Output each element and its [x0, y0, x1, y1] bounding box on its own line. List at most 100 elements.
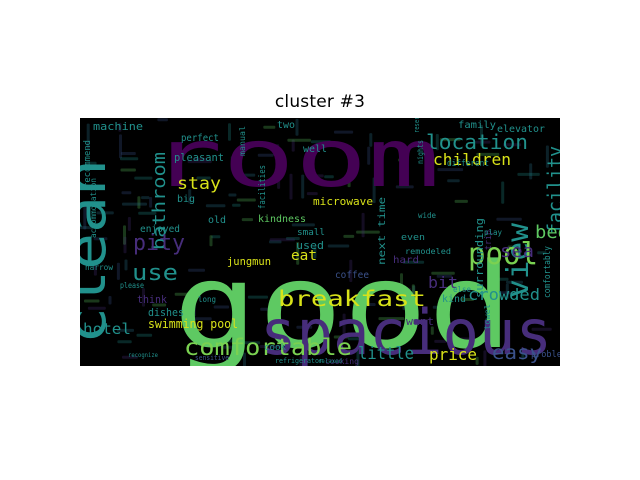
cloud-texture [269, 238, 295, 242]
word-comfortably: comfortably [543, 245, 553, 298]
word-even: even [401, 233, 425, 243]
cloud-texture [505, 283, 509, 299]
cloud-texture [141, 196, 150, 200]
cloud-texture [87, 306, 106, 310]
cloud-texture [122, 355, 138, 359]
cloud-texture [296, 325, 313, 329]
cloud-texture [230, 156, 234, 171]
cloud-texture [96, 211, 114, 215]
word-stay: stay [177, 174, 221, 194]
cloud-texture [506, 280, 523, 284]
word-wide: wide [418, 211, 436, 220]
cloud-texture [189, 295, 193, 316]
cloud-texture [211, 235, 221, 239]
word-recognize: recognize [128, 352, 158, 359]
cloud-texture [475, 356, 479, 365]
cloud-texture [483, 350, 487, 366]
cloud-texture [205, 204, 226, 208]
word-cooking: cooking [325, 357, 359, 366]
word-bathroom: bathroom [149, 152, 170, 250]
cloud-texture [291, 223, 315, 227]
cloud-texture [496, 217, 522, 221]
word-children: children [433, 150, 511, 169]
cloud-texture [209, 235, 213, 247]
cloud-texture [333, 335, 349, 339]
cloud-texture [119, 134, 122, 159]
word-price: price [429, 345, 477, 364]
cloud-texture [314, 174, 324, 178]
cloud-texture [157, 118, 168, 122]
word-want: want [406, 315, 434, 328]
word-facility: facility [543, 146, 560, 234]
cloud-texture [343, 234, 355, 238]
cloud-texture [123, 225, 126, 245]
cloud-texture [196, 176, 211, 180]
cloud-texture [228, 123, 231, 141]
word-accommodation: accommodation [89, 178, 98, 238]
cloud-texture [545, 145, 549, 168]
word-relaxed: relaxed [318, 358, 342, 365]
cloud-texture [86, 123, 90, 150]
cloud-texture [451, 287, 471, 291]
cloud-texture [450, 337, 471, 341]
cloud-texture [517, 172, 540, 176]
cloud-texture [434, 339, 459, 343]
cloud-texture [529, 163, 533, 180]
cloud-texture [152, 303, 167, 307]
word-play: play [484, 228, 502, 237]
cloud-texture [260, 307, 276, 311]
cloud-texture [84, 299, 100, 303]
word-family: family [458, 120, 496, 131]
cloud-texture [296, 242, 300, 265]
cloud-texture [495, 277, 509, 281]
word-towel: towel [483, 304, 492, 330]
cloud-texture [436, 274, 452, 278]
cloud-texture [194, 157, 207, 161]
word-kind: kind [442, 294, 466, 305]
word-comfortable: comfortable [184, 335, 352, 361]
cloud-texture [531, 327, 552, 331]
cloud-texture [122, 202, 147, 206]
cloud-texture [356, 230, 380, 234]
cloud-texture [174, 292, 196, 296]
cloud-texture [349, 259, 353, 282]
cloud-texture [220, 345, 236, 349]
word-used: used [296, 239, 324, 252]
word-machine: machine [93, 120, 143, 133]
cloud-texture [188, 268, 205, 272]
word-old: old [208, 215, 226, 226]
cloud-texture [503, 143, 522, 147]
cloud-texture [327, 244, 350, 248]
word-crowded: crowded [468, 285, 540, 304]
cloud-texture [80, 226, 94, 230]
cloud-texture [236, 198, 256, 202]
word-long: long [198, 295, 216, 304]
word-room: room [150, 118, 440, 205]
cloud-texture [238, 341, 261, 345]
word-bed: bed [535, 222, 560, 243]
cloud-texture [124, 259, 128, 271]
cloud-texture [367, 146, 371, 165]
word-use: use [132, 261, 178, 286]
cloud-texture [93, 262, 97, 276]
cloud-texture [137, 196, 141, 209]
cloud-texture [232, 203, 241, 207]
cloud-texture [430, 326, 434, 335]
word-else: else [453, 285, 471, 294]
cloud-texture [242, 173, 256, 177]
cloud-texture [120, 152, 136, 155]
cloud-texture [400, 273, 403, 289]
cloud-texture [188, 317, 212, 321]
word-reservation: reservation [413, 118, 421, 133]
word-location: location [426, 130, 528, 154]
cloud-texture [402, 260, 425, 264]
word-nights: nights [416, 140, 425, 164]
cloud-texture [116, 328, 134, 332]
cloud-texture [192, 291, 196, 317]
word-eat: eat [291, 248, 317, 264]
word-please: please [120, 281, 144, 290]
cloud-texture [306, 192, 318, 196]
cloud-texture [138, 211, 157, 215]
word-two: two [277, 120, 295, 131]
word-microwave: microwave [313, 195, 373, 208]
